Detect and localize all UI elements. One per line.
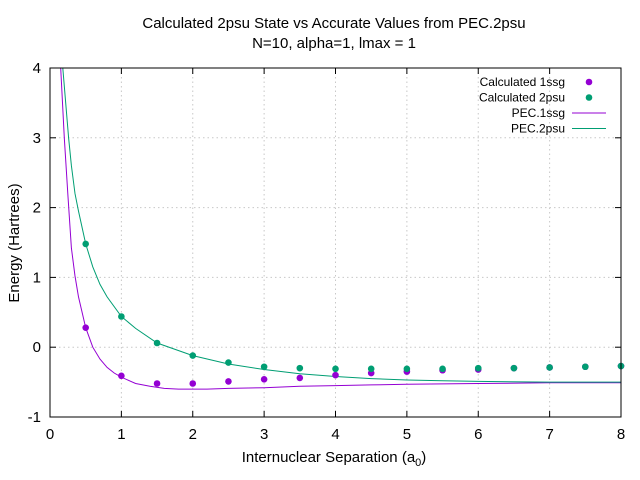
x-axis-ticks: 0 1 2 3 4 5 6 7 8 [46, 68, 625, 443]
data-point-calculated-1ssg [225, 378, 232, 385]
legend-point-swatch [585, 78, 593, 86]
legend-label: PEC.2psu [511, 122, 565, 136]
y-axis-label: Energy (Hartrees) [6, 183, 23, 302]
data-point-calculated-2psu [510, 364, 518, 372]
data-point-calculated-2psu [474, 364, 482, 372]
x-tick-label: 1 [117, 426, 125, 443]
legend-label: Calculated 2psu [479, 91, 565, 105]
data-point-calculated-2psu [153, 339, 161, 347]
x-axis-label: Internuclear Separation (a0) [242, 449, 427, 469]
data-point-calculated-2psu [118, 313, 125, 320]
data-point-calculated-1ssg [153, 380, 161, 387]
data-point-calculated-1ssg [260, 376, 268, 383]
data-point-calculated-2psu [439, 365, 446, 373]
y-tick-label: 2 [33, 200, 41, 217]
data-point-calculated-2psu [332, 365, 339, 373]
data-point-calculated-2psu [189, 352, 197, 359]
x-tick-label: 8 [617, 426, 625, 443]
y-tick-label: 3 [33, 130, 41, 147]
data-point-calculated-2psu [296, 364, 304, 372]
x-tick-label: 2 [189, 426, 197, 443]
y-tick-label: 4 [33, 60, 41, 77]
plot-border [49, 67, 622, 418]
x-tick-label: 3 [260, 426, 268, 443]
legend-point-swatch [585, 94, 593, 101]
data-point-calculated-1ssg [82, 324, 89, 331]
grid [50, 68, 621, 417]
y-tick-label: 0 [33, 339, 41, 356]
y-tick-label: -1 [28, 409, 41, 426]
x-tick-label: 6 [474, 426, 482, 443]
series-line-pec-2psu [62, 67, 621, 383]
legend-label: PEC.1ssg [512, 106, 565, 120]
data-point-calculated-2psu [367, 365, 375, 373]
series-line-pec-1ssg [60, 67, 621, 390]
series-points [82, 240, 625, 387]
x-tick-label: 5 [403, 426, 411, 443]
series-lines [60, 67, 621, 390]
y-tick-label: 1 [33, 269, 41, 286]
data-point-calculated-2psu [546, 364, 553, 371]
data-point-calculated-1ssg [189, 380, 197, 387]
chart-subtitle: N=10, alpha=1, lmax = 1 [252, 35, 416, 52]
data-point-calculated-2psu [225, 359, 232, 366]
data-point-calculated-2psu [82, 240, 89, 248]
x-tick-label: 4 [331, 426, 339, 443]
chart-title: Calculated 2psu State vs Accurate Values… [142, 15, 525, 32]
legend-label: Calculated 1ssg [480, 75, 565, 89]
data-point-calculated-2psu [403, 365, 411, 373]
data-point-calculated-2psu [260, 363, 268, 371]
data-point-calculated-2psu [582, 363, 589, 371]
data-point-calculated-1ssg [332, 371, 339, 379]
data-point-calculated-1ssg [118, 372, 125, 380]
x-tick-label: 0 [46, 426, 54, 443]
x-tick-label: 7 [545, 426, 553, 443]
data-point-calculated-1ssg [296, 374, 304, 382]
